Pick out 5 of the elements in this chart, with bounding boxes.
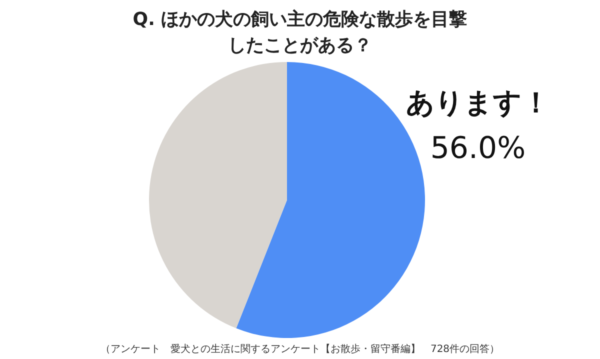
slice-label: あります！: [406, 86, 550, 119]
text: （アンケート 愛犬との生活に関するアンケート【お散歩・留守番編】 728件の回答）: [100, 343, 500, 355]
chart-title: Q. ほかの犬の飼い主の危険な散歩を目撃したことがある？: [132, 9, 468, 56]
data-label: 56.0%: [430, 131, 526, 166]
pie-slice: [149, 62, 287, 328]
